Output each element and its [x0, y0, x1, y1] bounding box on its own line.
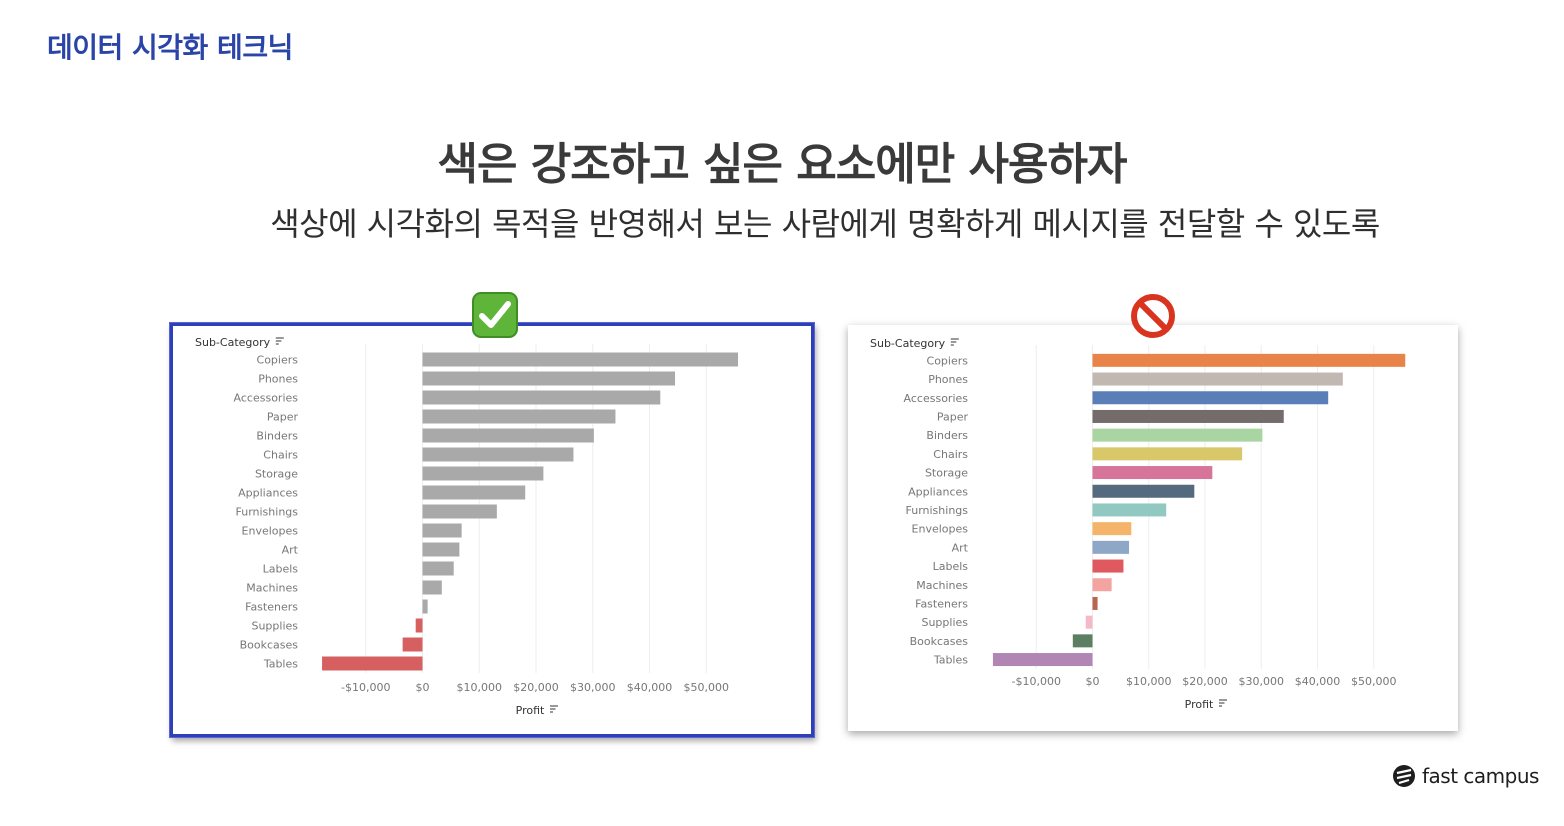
- rainbow-bar-chart: Sub-Category Copiers Phones Accessories Pape…: [870, 337, 1406, 711]
- category-label: Art: [952, 541, 969, 554]
- bar-paper: [422, 409, 616, 424]
- bar-envelopes: [422, 523, 462, 538]
- category-label: Binders: [256, 430, 298, 443]
- category-label: Accessories: [904, 392, 969, 405]
- x-tick-label: -$10,000: [1012, 675, 1061, 688]
- category-label: Storage: [255, 468, 298, 481]
- category-label: Labels: [263, 563, 299, 576]
- bar-bookcases: [402, 637, 423, 652]
- bar-fasteners: [1092, 596, 1098, 610]
- x-tick-label: $10,000: [1126, 675, 1172, 688]
- fastcampus-logo-icon: [1393, 765, 1415, 787]
- x-tick-label: $30,000: [570, 681, 616, 694]
- bar-machines: [1092, 578, 1112, 592]
- bar-machines: [422, 580, 442, 595]
- category-label: Paper: [937, 410, 969, 423]
- bar-labels: [422, 561, 454, 576]
- category-label: Machines: [916, 579, 968, 592]
- category-label: Bookcases: [910, 635, 969, 648]
- category-label: Envelopes: [912, 523, 969, 536]
- bar-chairs: [422, 447, 574, 462]
- y-axis-title: Sub-Category: [195, 336, 271, 349]
- bar-fasteners: [422, 599, 428, 614]
- category-label: Art: [282, 544, 299, 557]
- bar-accessories: [422, 390, 661, 405]
- bar-appliances: [1092, 484, 1195, 498]
- bar-tables: [992, 653, 1093, 667]
- x-tick-label: $0: [1086, 675, 1100, 688]
- logo-text: fast campus: [1422, 764, 1539, 788]
- category-label: Storage: [925, 467, 968, 480]
- x-tick-label: $20,000: [1182, 675, 1228, 688]
- category-label: Furnishings: [906, 504, 969, 517]
- category-label: Fasteners: [915, 597, 968, 610]
- slide-subtitle: 색상에 시각화의 목적을 반영해서 보는 사람에게 명확하게 메시지를 전달할 …: [270, 205, 1380, 243]
- category-label: Labels: [933, 560, 969, 573]
- bar-tables: [322, 656, 423, 671]
- good-example-panel: Sub-Category Copiers Phones Accessories Pape…: [170, 323, 814, 737]
- category-label: Bookcases: [240, 639, 299, 652]
- category-label: Supplies: [921, 616, 968, 629]
- slide-title: 색은 강조하고 싶은 요소에만 사용하자: [437, 139, 1128, 190]
- bar-storage: [422, 466, 544, 481]
- section-tag: 데이터 시각화 테크닉: [47, 31, 293, 64]
- x-axis-title: Profit: [516, 704, 545, 717]
- category-label: Chairs: [263, 449, 298, 462]
- category-label: Chairs: [933, 448, 968, 461]
- bar-phones: [1092, 372, 1343, 386]
- fastcampus-logo: fast campus: [1392, 764, 1539, 788]
- category-label: Binders: [926, 429, 968, 442]
- category-label: Copiers: [257, 354, 299, 367]
- category-label: Appliances: [908, 485, 968, 498]
- category-label: Furnishings: [236, 506, 299, 519]
- bar-supplies: [415, 618, 423, 633]
- x-tick-label: $40,000: [627, 681, 673, 694]
- category-label: Machines: [246, 582, 298, 595]
- bar-accessories: [1092, 391, 1329, 405]
- bar-copiers: [422, 352, 739, 367]
- x-tick-label: $40,000: [1295, 675, 1341, 688]
- x-tick-label: -$10,000: [341, 681, 390, 694]
- bar-binders: [422, 428, 594, 443]
- category-label: Tables: [263, 658, 298, 671]
- bar-envelopes: [1092, 522, 1132, 536]
- x-axis-title: Profit: [1185, 698, 1214, 711]
- prohibited-icon: [1131, 294, 1175, 338]
- x-tick-label: $10,000: [457, 681, 503, 694]
- bar-appliances: [422, 485, 526, 500]
- bad-example-panel: Sub-Category Copiers Phones Accessories Pape…: [848, 325, 1458, 731]
- bar-binders: [1092, 428, 1263, 442]
- category-label: Supplies: [251, 620, 298, 633]
- category-label: Phones: [928, 373, 968, 386]
- category-label: Paper: [267, 411, 299, 424]
- category-label: Phones: [258, 373, 298, 386]
- bar-chairs: [1092, 447, 1243, 461]
- category-label: Tables: [933, 654, 968, 667]
- category-label: Appliances: [238, 487, 298, 500]
- bar-paper: [1092, 409, 1284, 423]
- bar-copiers: [1092, 353, 1406, 367]
- x-tick-label: $50,000: [1351, 675, 1397, 688]
- category-label: Envelopes: [242, 525, 299, 538]
- bar-phones: [422, 371, 676, 386]
- category-label: Accessories: [234, 392, 299, 405]
- bar-furnishings: [422, 504, 497, 519]
- bar-bookcases: [1072, 634, 1093, 648]
- bar-art: [1092, 540, 1130, 554]
- bar-labels: [1092, 559, 1124, 573]
- x-tick-label: $30,000: [1239, 675, 1285, 688]
- bar-supplies: [1085, 615, 1093, 629]
- bar-art: [422, 542, 460, 557]
- highlight-bar-chart: Sub-Category Copiers Phones Accessories Pape…: [195, 336, 739, 717]
- check-mark-icon: [472, 292, 518, 338]
- y-axis-title: Sub-Category: [870, 337, 946, 350]
- x-tick-label: $50,000: [684, 681, 730, 694]
- bar-storage: [1092, 466, 1213, 480]
- category-label: Copiers: [927, 354, 969, 367]
- bar-furnishings: [1092, 503, 1167, 517]
- x-tick-label: $20,000: [513, 681, 559, 694]
- category-label: Fasteners: [245, 601, 298, 614]
- x-tick-label: $0: [416, 681, 430, 694]
